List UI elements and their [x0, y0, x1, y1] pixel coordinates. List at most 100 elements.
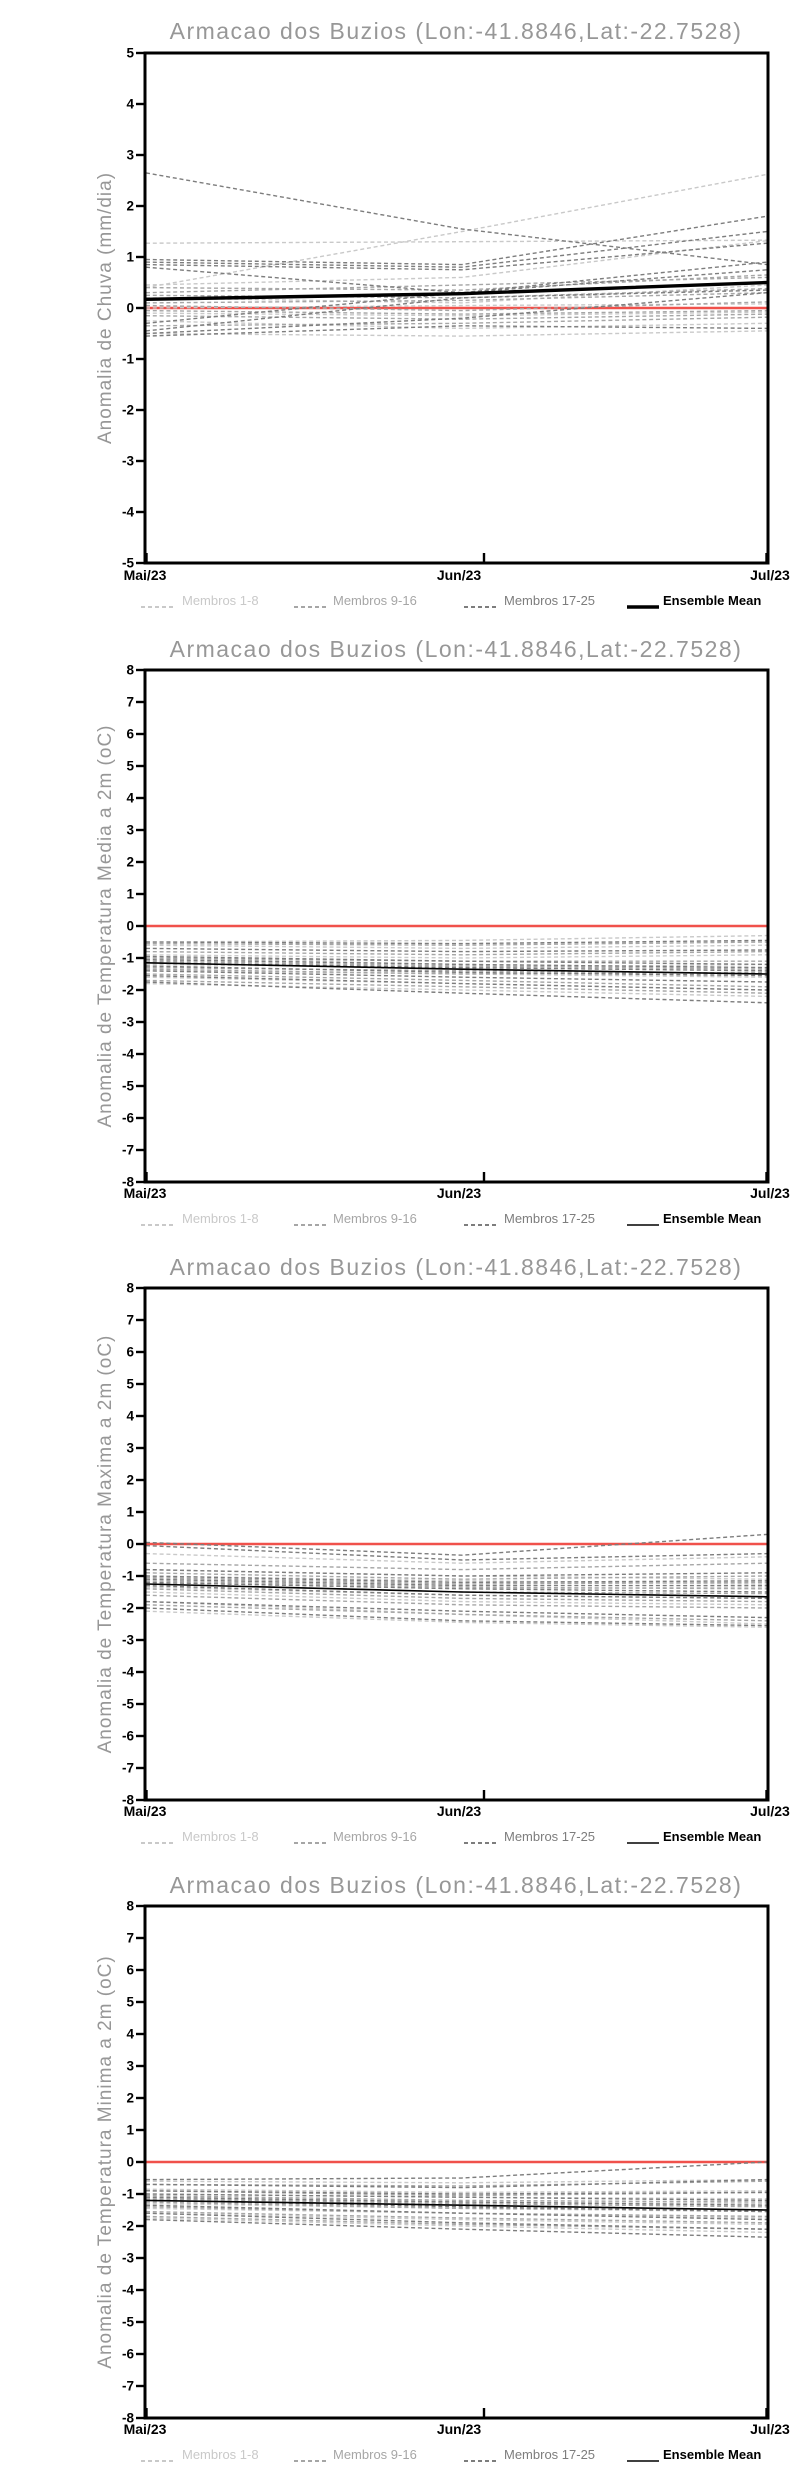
member-line [145, 1533, 768, 1556]
member-line [145, 1607, 768, 1627]
plot-border [143, 1904, 770, 2420]
x-tick-label-jun: Jun/23 [436, 1185, 482, 1201]
y-tick-label: -6 [122, 1729, 134, 1744]
legend-swatch-membros-17-25 [464, 2452, 498, 2470]
member-line [145, 2188, 768, 2194]
member-line [145, 1600, 768, 1619]
member-line [145, 230, 768, 268]
legend-label-membros-17-25: Membros 17-25 [504, 593, 596, 608]
y-tick-label: 3 [126, 2059, 134, 2074]
member-line [145, 1568, 768, 1577]
member-line [145, 301, 768, 312]
y-tick-label: -5 [122, 1697, 134, 1712]
member-line [145, 2218, 768, 2238]
legend-line-sample [627, 605, 659, 609]
legend-line-sample [294, 1224, 328, 1226]
y-tick-label: -3 [122, 2251, 134, 2266]
member-line [145, 2194, 768, 2203]
member-line [145, 2217, 768, 2234]
y-tick-label: 5 [126, 46, 134, 61]
member-line [145, 2178, 768, 2184]
legend-line-sample [464, 606, 498, 608]
legend-label-ensemble-mean: Ensemble Mean [663, 593, 762, 608]
chart-title: Armacao dos Buzios (Lon:-41.8846,Lat:-22… [169, 1254, 743, 1280]
legend: Membros 1-8 Membros 9-16 Membros 17-25 E… [0, 1828, 800, 1848]
y-tick-label: -2 [122, 1601, 134, 1616]
legend-line-sample [141, 2460, 175, 2462]
member-line [145, 2193, 768, 2200]
legend-line-sample [141, 1224, 175, 1226]
member-line [145, 2212, 768, 2226]
y-axis-label: Anomalia de Temperatura Maxima a 2m (oC) [95, 1334, 116, 1754]
legend-line-sample [294, 2460, 328, 2462]
member-line [145, 1578, 767, 1587]
y-tick-label: -4 [122, 2283, 134, 2298]
member-line [145, 944, 768, 950]
y-tick-label: -5 [122, 556, 134, 571]
member-line [145, 934, 768, 943]
y-tick-label: 3 [126, 823, 134, 838]
member-line [145, 973, 768, 988]
member-line [145, 2212, 768, 2230]
member-line [145, 311, 768, 317]
x-tick-label-jun: Jun/23 [436, 2421, 482, 2437]
y-tick-label: -8 [122, 2411, 134, 2426]
y-tick-label: -5 [122, 2315, 134, 2330]
member-line [145, 2193, 768, 2202]
member-line [145, 954, 768, 959]
legend-swatch-membros-1-8 [141, 598, 175, 616]
y-tick-label: 5 [126, 1377, 134, 1392]
y-tick-label: -1 [122, 1569, 134, 1584]
legend-label-membros-1-8: Membros 1-8 [182, 593, 259, 608]
y-tick-label: 6 [126, 1963, 134, 1978]
y-tick-label: 7 [126, 695, 134, 710]
y-axis-label: Anomalia de Temperatura Media a 2m (oC) [95, 724, 116, 1128]
y-tick-label: -3 [122, 454, 134, 469]
legend-swatch-ensemble-mean [627, 598, 659, 616]
member-line [145, 1572, 768, 1580]
member-line [145, 939, 768, 945]
y-tick-label: 2 [126, 2091, 134, 2106]
y-tick-label: -3 [122, 1633, 134, 1648]
legend-label-ensemble-mean: Ensemble Mean [663, 1211, 762, 1226]
y-tick-label: -7 [122, 1761, 134, 1776]
member-line [145, 1600, 768, 1625]
member-line [145, 1562, 768, 1571]
y-tick-label: 1 [126, 1505, 134, 1520]
legend-label-ensemble-mean: Ensemble Mean [663, 1829, 762, 1844]
plot-border [143, 1286, 770, 1802]
x-tick-label-jul: Jul/23 [750, 1803, 790, 1819]
legend-label-membros-1-8: Membros 1-8 [182, 2447, 259, 2462]
plot-border [143, 668, 770, 1184]
y-tick-label: -3 [122, 1015, 134, 1030]
y-tick-label: 1 [126, 250, 134, 265]
x-tick-label-mai: Mai/23 [123, 567, 167, 583]
y-tick-label: 8 [126, 1281, 134, 1296]
y-tick-label: -1 [122, 352, 134, 367]
member-line [145, 2207, 768, 2219]
legend-swatch-membros-17-25 [464, 1216, 498, 1234]
member-line [145, 325, 768, 337]
x-tick-label-mai: Mai/23 [123, 1803, 167, 1819]
y-tick-label: 7 [126, 1931, 134, 1946]
x-tick-label-jul: Jul/23 [750, 1185, 790, 1201]
member-line [145, 960, 768, 970]
ensemble-mean-line [145, 280, 768, 301]
member-line [145, 316, 768, 327]
y-tick-label: 4 [126, 1409, 134, 1424]
legend-label-membros-17-25: Membros 17-25 [504, 1829, 596, 1844]
legend-line-sample [627, 1842, 659, 1844]
plot-area: -8 -7 -6 -5 -4 -3 -2 -1 0 1 2 3 4 5 6 7 8 [122, 1281, 770, 1808]
member-line [145, 242, 768, 271]
legend-swatch-membros-17-25 [464, 598, 498, 616]
legend-swatch-ensemble-mean [627, 2452, 659, 2470]
member-line [145, 958, 768, 969]
member-line [145, 239, 768, 244]
member-line [145, 950, 768, 956]
legend-line-sample [141, 1842, 175, 1844]
legend-line-sample [294, 1842, 328, 1844]
chart-title: Armacao dos Buzios (Lon:-41.8846,Lat:-22… [169, 1872, 743, 1898]
legend-label-membros-9-16: Membros 9-16 [333, 2447, 417, 2462]
legend: Membros 1-8 Membros 9-16 Membros 17-25 E… [0, 1210, 800, 1230]
member-line [145, 2198, 768, 2208]
